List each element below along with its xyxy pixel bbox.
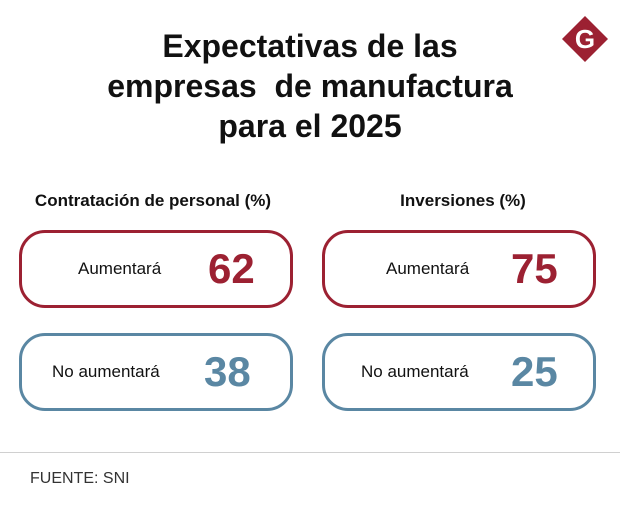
title-line: para el 2025 <box>218 108 402 144</box>
title-line: empresas de manufactura <box>107 68 513 104</box>
card-label: No aumentará <box>361 362 469 381</box>
logo-letter: G <box>575 24 595 54</box>
g-logo-icon: G <box>562 16 608 62</box>
card-label: Aumentará <box>386 259 470 278</box>
investment-no-increase-card: No aumentará 25 <box>322 333 596 411</box>
chart-title: Expectativas de las empresas de manufact… <box>60 26 560 146</box>
card-value: 25 <box>511 348 558 395</box>
title-line: Expectativas de las <box>162 28 458 64</box>
card-value: 75 <box>511 245 558 292</box>
card-value: 38 <box>204 348 251 395</box>
card-value: 62 <box>208 245 255 292</box>
footer-divider <box>0 452 620 453</box>
card-label: No aumentará <box>52 362 160 381</box>
hiring-no-increase-card: No aumentará 38 <box>19 333 293 411</box>
card-label: Aumentará <box>78 259 162 278</box>
investment-heading: Inversiones (%) <box>400 191 526 210</box>
hiring-heading: Contratación de personal (%) <box>34 191 272 210</box>
source-note: FUENTE: SNI <box>30 470 130 487</box>
investment-increase-card: Aumentará 75 <box>322 230 596 308</box>
hiring-increase-card: Aumentará 62 <box>19 230 293 308</box>
